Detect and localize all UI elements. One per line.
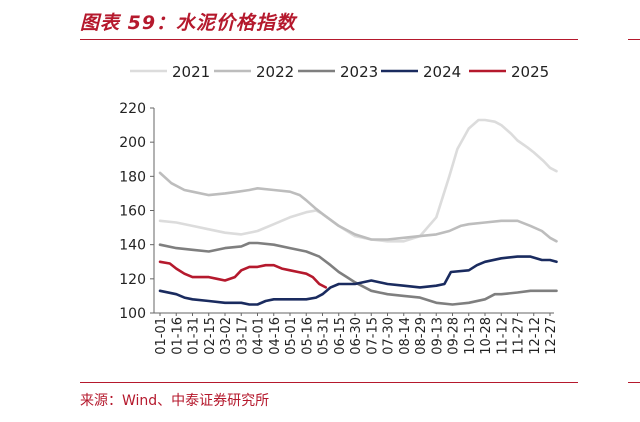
y-tick-label: 100: [119, 306, 146, 322]
legend-label-2021: 2021: [172, 63, 210, 81]
x-tick-label: 05-16: [300, 317, 315, 355]
x-tick-label: 04-16: [268, 317, 283, 355]
x-tick-label: 03-17: [235, 317, 250, 355]
y-tick-label: 180: [119, 169, 146, 185]
series-line-2024: [158, 255, 558, 306]
x-tick-label: 09-13: [430, 317, 445, 355]
title-divider: [80, 39, 578, 40]
x-tick-label: 05-01: [284, 317, 299, 355]
series-line-2021: [158, 118, 558, 243]
x-tick-label: 06-15: [333, 317, 348, 355]
x-tick-label: 07-30: [382, 317, 397, 355]
x-tick-label: 02-15: [203, 317, 218, 355]
x-tick-label: 08-29: [414, 317, 429, 355]
chart-title: 图表 59：水泥价格指数: [80, 12, 297, 34]
x-tick-label: 10-13: [463, 317, 478, 355]
source-divider-continuation: [628, 382, 640, 383]
x-tick-label: 11-12: [495, 317, 510, 355]
y-tick-label: 120: [119, 272, 146, 288]
x-tick-label: 05-31: [317, 317, 332, 355]
series-line-2022: [158, 171, 558, 243]
y-tick-label: 160: [119, 204, 146, 220]
y-tick-label: 200: [119, 135, 146, 151]
x-tick-label: 08-14: [398, 317, 413, 355]
x-tick-label: 06-30: [349, 317, 364, 355]
y-tick-label: 140: [119, 238, 146, 254]
source-note: 来源：Wind、中泰证券研究所: [80, 393, 270, 409]
legend-label-2022: 2022: [256, 63, 294, 81]
x-tick-label: 01-16: [170, 317, 185, 355]
x-tick-label: 04-01: [252, 317, 267, 355]
y-tick-label: 220: [119, 101, 146, 117]
x-tick-label: 03-02: [219, 317, 234, 355]
x-tick-label: 12-12: [528, 317, 543, 355]
x-tick-label: 01-01: [154, 317, 169, 355]
x-tick-label: 12-27: [544, 317, 559, 355]
source-divider: [80, 382, 578, 383]
legend-label-2024: 2024: [423, 63, 461, 81]
legend-label-2025: 2025: [511, 63, 549, 81]
series-line-2025: [158, 260, 328, 289]
x-tick-label: 10-28: [479, 317, 494, 355]
series-line-2023: [158, 241, 558, 306]
x-tick-label: 11-27: [512, 317, 527, 355]
legend-label-2023: 2023: [340, 63, 378, 81]
title-divider-continuation: [628, 39, 640, 40]
x-tick-label: 01-31: [187, 317, 202, 355]
x-tick-label: 07-15: [365, 317, 380, 355]
x-tick-label: 09-28: [447, 317, 462, 355]
